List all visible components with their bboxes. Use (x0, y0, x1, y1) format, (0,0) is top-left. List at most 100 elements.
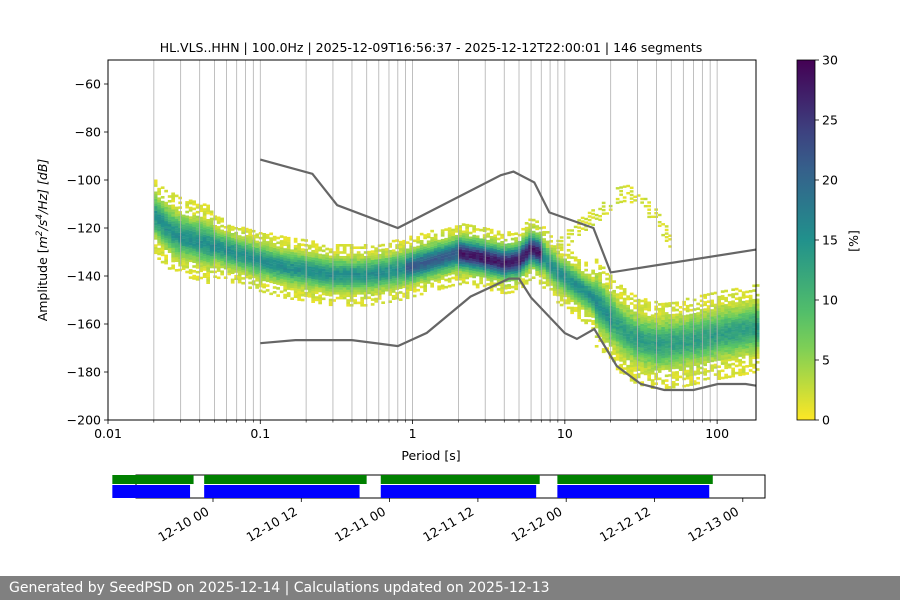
psd-cell (650, 343, 655, 346)
psd-cell (430, 277, 434, 281)
psd-cell (160, 236, 165, 240)
psd-cell (717, 375, 721, 378)
psd-cell (290, 271, 294, 274)
psd-cell (395, 270, 399, 274)
psd-cell (538, 248, 543, 251)
psd-cell (325, 254, 329, 258)
psd-cell (601, 304, 606, 308)
psd-cell (493, 263, 497, 266)
psd-cell (605, 299, 609, 302)
psd-cell (174, 206, 179, 210)
psd-cell (668, 314, 672, 317)
psd-cell (244, 230, 249, 233)
psd-cell (650, 350, 655, 353)
psd-cell (500, 281, 504, 285)
psd-cell (629, 292, 634, 296)
psd-cell (195, 246, 200, 250)
psd-cell (636, 346, 641, 350)
psd-cell (395, 284, 399, 288)
psd-cell (181, 243, 186, 246)
psd-cell (510, 237, 515, 241)
psd-cell (363, 294, 368, 297)
psd-cell (290, 278, 294, 281)
psd-cell (255, 286, 259, 289)
psd-cell (678, 349, 683, 352)
psd-cell (465, 259, 469, 263)
psd-cell (318, 268, 322, 271)
psd-cell (384, 260, 389, 263)
psd-cell (675, 383, 679, 386)
psd-cell (521, 244, 525, 248)
psd-cell (230, 257, 235, 260)
psd-cell (538, 250, 543, 254)
psd-cell (661, 360, 665, 363)
psd-cell (713, 334, 718, 338)
psd-cell (510, 254, 515, 258)
psd-cell (629, 333, 634, 336)
psd-cell (328, 257, 333, 261)
psd-cell (647, 327, 651, 331)
psd-cell (370, 262, 375, 265)
psd-cell (689, 340, 693, 343)
psd-cell (160, 241, 165, 245)
psd-cell (167, 236, 172, 239)
psd-cell (489, 274, 494, 277)
psd-cell (734, 307, 739, 310)
psd-cell (605, 335, 609, 338)
psd-cell (237, 235, 242, 238)
psd-cell (402, 295, 406, 298)
psd-cell (451, 264, 455, 268)
psd-cell (468, 272, 473, 276)
psd-cell (272, 264, 277, 268)
psd-cell (454, 268, 459, 272)
psd-cell (689, 323, 693, 326)
psd-cell (584, 319, 588, 322)
psd-cell (269, 249, 273, 252)
psd-cell (248, 238, 252, 241)
psd-cell (636, 349, 641, 352)
psd-cell (195, 227, 200, 231)
psd-cell (412, 289, 417, 293)
psd-cell (591, 209, 595, 212)
psd-cell (244, 227, 249, 231)
psd-cell (500, 286, 504, 290)
psd-cell (444, 269, 448, 272)
psd-cell (703, 296, 707, 299)
psd-cell (650, 352, 655, 356)
psd-cell (661, 322, 665, 325)
psd-cell (297, 281, 301, 285)
psd-cell (241, 243, 245, 247)
psd-cell (335, 292, 340, 295)
psd-cell (559, 243, 564, 246)
psd-cell (171, 209, 175, 212)
psd-cell (321, 268, 326, 272)
psd-cell (265, 260, 270, 263)
psd-cell (297, 295, 301, 299)
psd-cell (307, 275, 312, 279)
psd-cell (615, 295, 620, 299)
psd-cell (752, 351, 756, 355)
psd-cell (192, 207, 196, 211)
psd-cell (335, 253, 340, 257)
psd-cell (689, 308, 693, 312)
psd-cell (262, 269, 266, 272)
psd-cell (265, 265, 270, 268)
psd-cell (643, 300, 648, 304)
psd-cell (643, 360, 648, 364)
psd-cell (570, 265, 574, 269)
psd-cell (626, 367, 630, 370)
psd-cell (479, 269, 483, 273)
psd-cell (283, 248, 287, 251)
psd-cell (731, 317, 735, 320)
psd-cell (692, 361, 697, 364)
psd-cell (370, 281, 375, 285)
psd-cell (332, 256, 336, 259)
psd-cell (633, 333, 637, 336)
psd-cell (664, 239, 669, 242)
psd-cell (241, 248, 245, 251)
psd-cell (731, 305, 735, 308)
psd-cell (468, 265, 473, 268)
psd-cell (661, 358, 665, 361)
psd-cell (213, 256, 217, 259)
